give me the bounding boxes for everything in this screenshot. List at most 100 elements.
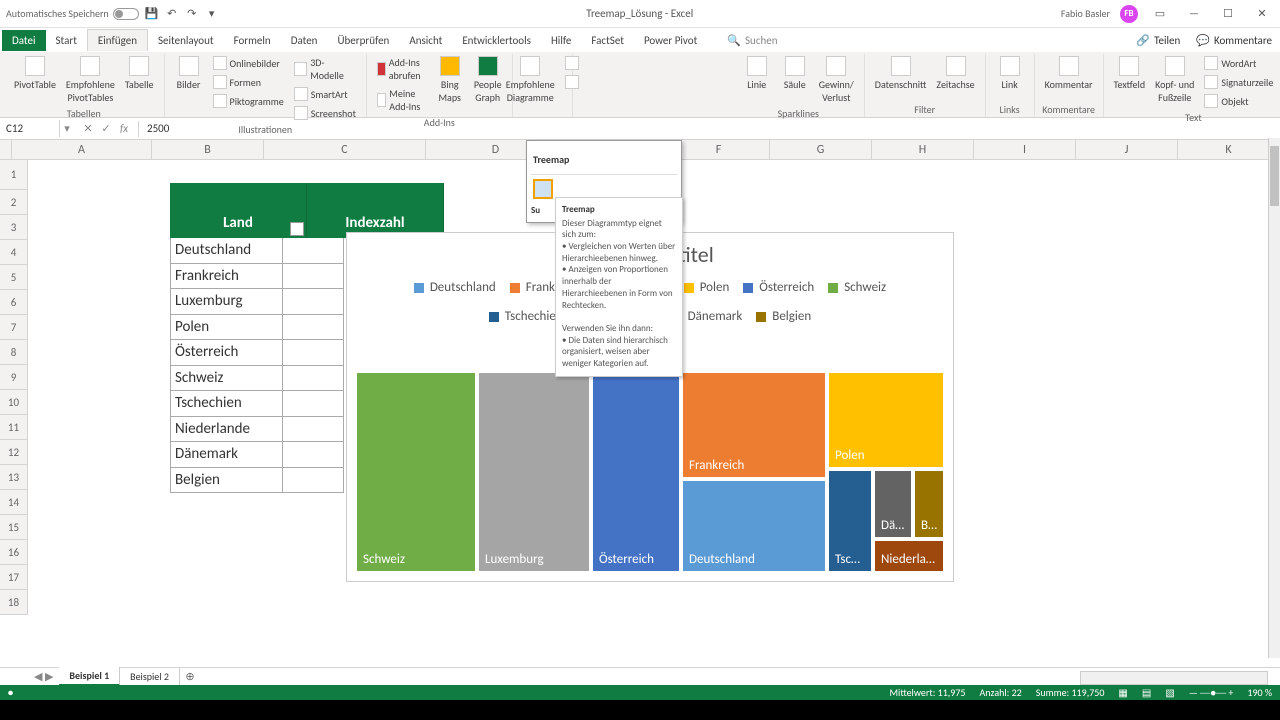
view-normal-icon[interactable]: ▦ [1118,686,1127,699]
avatar[interactable]: FB [1120,5,1138,23]
treemap-rect[interactable]: Österreich [593,373,679,571]
table-row[interactable]: Belgien [170,468,344,494]
maximize-icon[interactable]: ☐ [1216,4,1240,24]
save-icon[interactable]: 💾 [145,7,159,21]
treemap-rect[interactable]: Polen [829,373,943,467]
minimize-icon[interactable]: — [1182,4,1206,24]
col-header[interactable]: J [1076,140,1178,159]
redo-icon[interactable]: ↷ [185,7,199,21]
fx-icon[interactable]: fx [116,121,132,137]
sheet-tab-1[interactable]: Beispiel 1 [59,667,120,686]
tab-factset[interactable]: FactSet [581,30,634,51]
bing-maps-button[interactable]: Bing Maps [432,54,468,106]
formula-input[interactable]: 2500 [139,120,1280,137]
tab-data[interactable]: Daten [281,30,328,51]
col-header[interactable]: F [668,140,770,159]
view-break-icon[interactable]: ▧ [1165,686,1174,699]
row-header[interactable]: 17 [0,565,28,590]
row-header[interactable]: 5 [0,265,28,290]
table-row[interactable]: Tschechien [170,391,344,417]
tab-powerpivot[interactable]: Power Pivot [634,30,707,51]
3dmodels-button[interactable]: 3D-Modelle [290,54,360,84]
sparkline-line-button[interactable]: Linie [739,54,775,93]
row-header[interactable]: 16 [0,540,28,565]
treemap-option-icon[interactable] [533,179,553,199]
row-header[interactable]: 13 [0,465,28,490]
col-header[interactable]: G [770,140,872,159]
undo-icon[interactable]: ↶ [165,7,179,21]
filter-icon[interactable] [290,222,304,236]
table-row[interactable]: Luxemburg [170,289,344,315]
people-graph-button[interactable]: People Graph [470,54,506,106]
ribbon-mode-icon[interactable]: ▭ [1148,4,1172,24]
table-row[interactable]: Schweiz [170,366,344,392]
tab-formulas[interactable]: Formeln [224,30,281,51]
table-row[interactable]: Polen [170,315,344,341]
header-footer-button[interactable]: Kopf- und Fußzeile [1151,54,1198,106]
object-button[interactable]: Objekt [1200,92,1277,110]
tab-layout[interactable]: Seitenlayout [148,30,224,51]
get-addins-button[interactable]: Add-Ins abrufen [373,54,430,84]
horizontal-scrollbar[interactable] [1080,671,1268,685]
row-header[interactable]: 10 [0,390,28,415]
table-row[interactable]: Niederlande [170,417,344,443]
close-icon[interactable]: ✕ [1250,4,1274,24]
sparkline-column-button[interactable]: Säule [777,54,813,93]
icons-button[interactable]: Piktogramme [209,92,288,110]
comments-button[interactable]: 💬 Kommentare [1188,32,1280,49]
timeline-button[interactable]: Zeitachse [932,54,978,93]
row-header[interactable]: 11 [0,415,28,440]
online-pictures-button[interactable]: Onlinebilder [209,54,288,72]
wordart-button[interactable]: WordArt [1200,54,1277,72]
table-row[interactable]: Österreich [170,340,344,366]
my-addins-button[interactable]: Meine Add-Ins [373,85,430,115]
treemap-rect[interactable]: Luxemburg [479,373,589,571]
row-header[interactable]: 15 [0,515,28,540]
select-all-corner[interactable] [0,140,12,159]
recommended-pivot-button[interactable]: Empfohlene PivotTables [62,54,119,106]
name-box[interactable]: C12 [0,120,60,137]
search-box[interactable]: 🔍 Suchen [727,34,777,47]
treemap-rect[interactable]: Deutschland [683,481,825,571]
col-header[interactable]: A [12,140,152,159]
enter-icon[interactable]: ✓ [98,121,114,137]
shapes-button[interactable]: Formen [209,73,288,91]
table-row[interactable]: Frankreich [170,264,344,290]
col-header[interactable]: H [872,140,974,159]
table-button[interactable]: Tabelle [121,54,158,93]
vertical-scrollbar[interactable] [1268,138,1280,658]
row-header[interactable]: 3 [0,215,28,240]
textbox-button[interactable]: Textfeld [1110,54,1150,93]
sheet-tab-2[interactable]: Beispiel 2 [120,668,180,685]
tab-start[interactable]: Start [46,30,87,51]
treemap-rect[interactable]: Schweiz [357,373,475,571]
record-macro-icon[interactable]: ⏺ [8,686,13,699]
row-header[interactable]: 4 [0,240,28,265]
row-header[interactable]: 14 [0,490,28,515]
col-header[interactable]: I [974,140,1076,159]
tab-view[interactable]: Ansicht [399,30,452,51]
col-header[interactable]: C [264,140,426,159]
add-sheet-button[interactable]: ⊕ [180,670,200,683]
table-row[interactable]: Deutschland [170,238,344,264]
col-header[interactable]: B [152,140,264,159]
share-button[interactable]: 🔗 Teilen [1128,32,1188,49]
view-layout-icon[interactable]: ▤ [1142,686,1151,699]
treemap-rect[interactable]: Tsc… [829,471,871,571]
autosave-toggle[interactable]: Automatisches Speichern [6,7,139,20]
tab-help[interactable]: Hilfe [541,30,581,51]
treemap-rect[interactable]: Niederla… [875,541,943,571]
tab-insert[interactable]: Einfügen [87,29,148,51]
zoom-out-icon[interactable]: — ──●── + [1189,686,1234,699]
row-header[interactable]: 1 [0,160,28,190]
row-header[interactable]: 9 [0,365,28,390]
table-row[interactable]: Dänemark [170,442,344,468]
row-header[interactable]: 2 [0,190,28,215]
pictures-button[interactable]: Bilder [171,54,207,93]
signature-button[interactable]: Signaturzeile [1200,73,1277,91]
row-header[interactable]: 7 [0,315,28,340]
treemap-rect[interactable]: Frankreich [683,373,825,477]
row-header[interactable]: 6 [0,290,28,315]
slicer-button[interactable]: Datenschnitt [871,54,931,93]
tab-dev[interactable]: Entwicklertools [452,30,541,51]
